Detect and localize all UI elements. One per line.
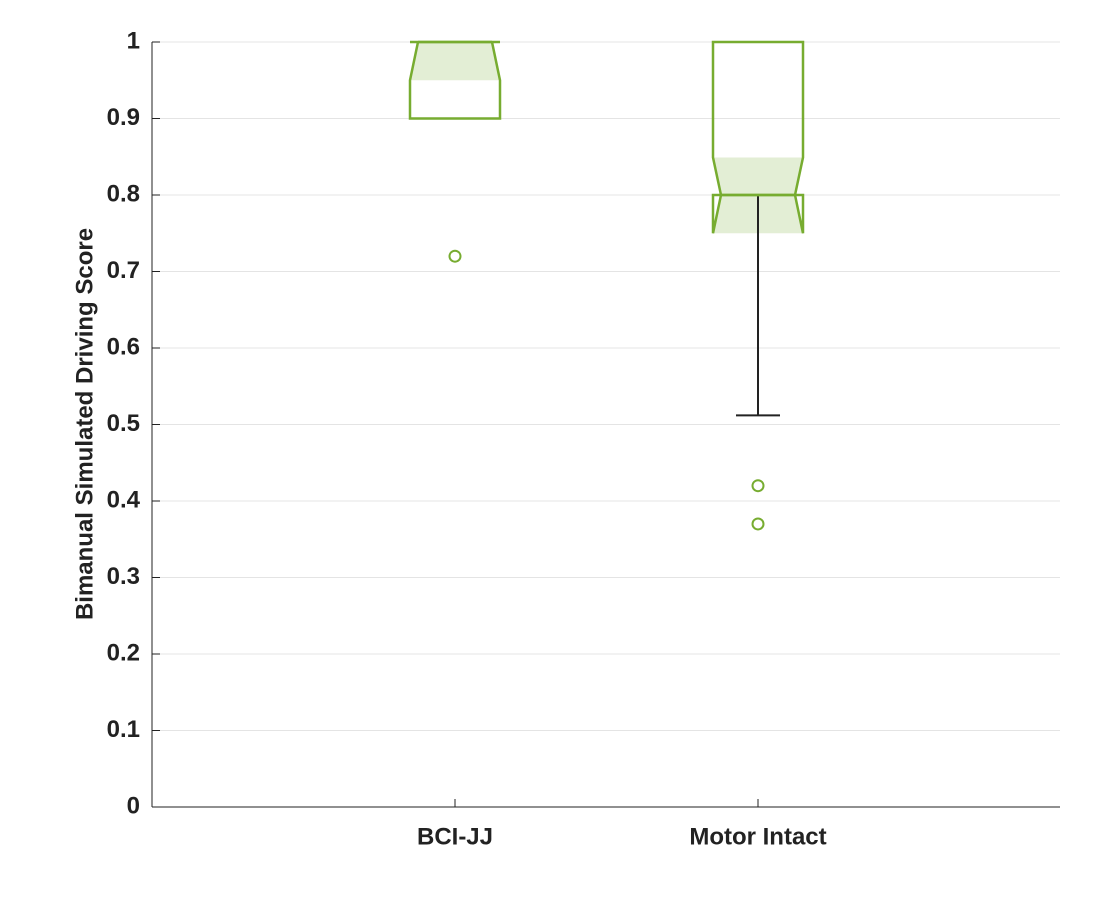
box [408, 40, 502, 120]
notch-area [410, 42, 500, 81]
y-tick-label: 0.8 [107, 180, 140, 207]
outlier [751, 479, 765, 493]
outlier [448, 249, 462, 263]
x-tick-label: Motor Intact [689, 823, 826, 850]
y-tick-label: 1 [127, 27, 140, 54]
box [711, 40, 805, 234]
y-tick-label: 0 [127, 792, 140, 819]
y-axis-label: Bimanual Simulated Driving Score [71, 228, 98, 620]
y-tick-label: 0.5 [107, 410, 140, 437]
y-tick-label: 0.2 [107, 639, 140, 666]
y-tick-label: 0.4 [107, 486, 141, 513]
y-tick-label: 0.7 [107, 257, 140, 284]
x-tick-label: BCI-JJ [417, 823, 493, 850]
outlier [751, 517, 765, 531]
y-tick-label: 0.6 [107, 333, 140, 360]
y-tick-label: 0.3 [107, 563, 140, 590]
y-tick-label: 0.1 [107, 716, 140, 743]
y-tick-label: 0.9 [107, 104, 140, 131]
